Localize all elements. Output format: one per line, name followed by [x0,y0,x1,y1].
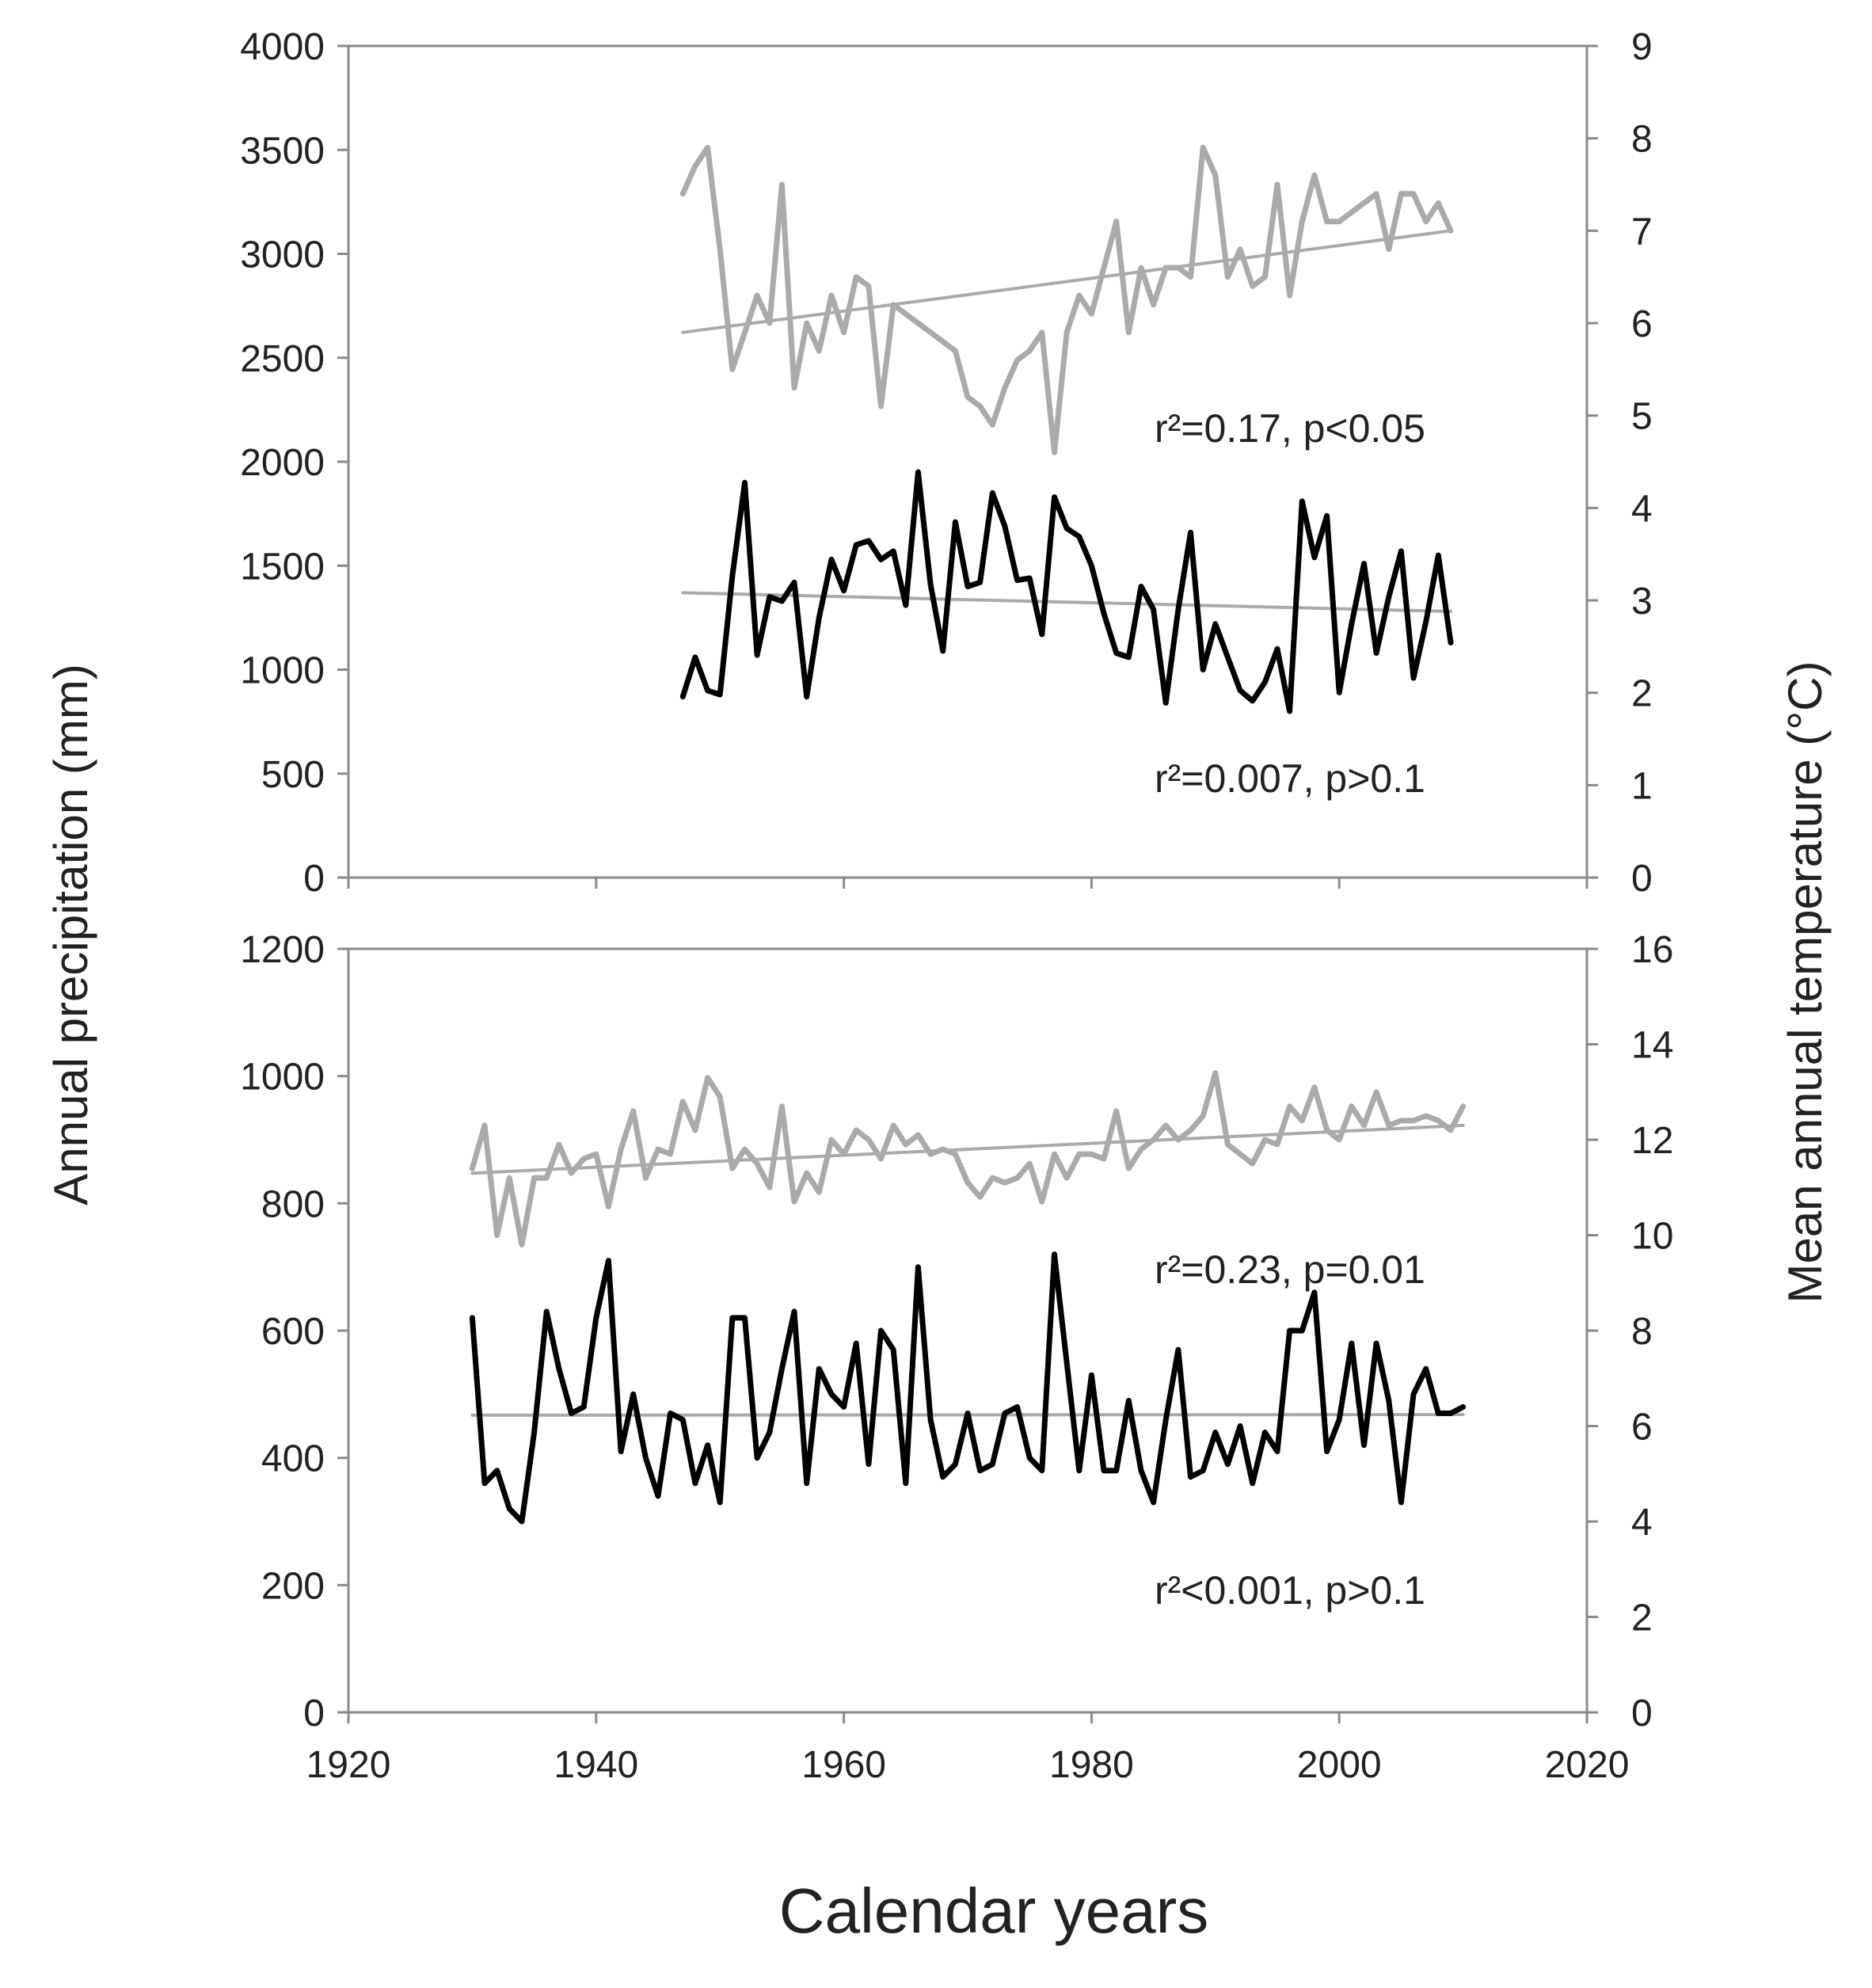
bottom-temperature-trend-line [470,1123,1465,1175]
top-right-tick-label: 8 [1631,119,1653,161]
top-right-tick-label: 4 [1631,488,1653,530]
x-tick-label: 1960 [801,1744,886,1786]
top-right-tick-label: 3 [1631,581,1653,623]
bottom-left-tick-label: 200 [261,1565,325,1607]
top-right-tick-label: 7 [1631,211,1653,253]
series-layer [469,144,1467,1525]
top-left-tick-label: 1500 [240,546,325,588]
bottom-right-tick-label: 10 [1631,1216,1673,1258]
bottom-right-tick-label: 8 [1631,1311,1653,1353]
top-right-tick-label: 0 [1631,858,1653,900]
x-tick-label: 1940 [554,1744,638,1786]
bottom-temperature-stats: r²=0.23, p=0.01 [1155,1247,1425,1292]
bottom-right-tick-label: 6 [1631,1407,1653,1449]
x-axis-title: Calendar years [779,1876,1209,1946]
x-tick-label: 1920 [306,1744,391,1786]
bottom-right-tick-label: 2 [1631,1598,1653,1640]
top-right-tick-label: 5 [1631,396,1653,438]
top-temperature-series-line [679,144,1454,455]
bottom-left-tick-label: 1000 [240,1057,325,1099]
top-left-tick-label: 4000 [240,26,325,68]
bottom-right-tick-label: 4 [1631,1502,1653,1544]
top-precipitation-series-line [679,469,1454,714]
top-right-tick-label: 9 [1631,26,1653,68]
bottom-precipitation-stats: r²<0.001, p>0.1 [1155,1568,1425,1613]
top-left-tick-label: 2000 [240,442,325,484]
top-left-tick-label: 1000 [240,650,325,692]
ticks-layer: 0500100015002000250030003500400001234567… [240,26,1673,1786]
bottom-precipitation-series-line [469,1251,1467,1525]
top-precipitation-stats: r²=0.007, p>0.1 [1155,756,1425,801]
bottom-left-tick-label: 600 [261,1311,325,1353]
bottom-right-tick-label: 16 [1631,929,1673,971]
top-right-tick-label: 1 [1631,765,1653,807]
top-right-tick-label: 2 [1631,673,1653,715]
top-right-tick-label: 6 [1631,303,1653,345]
bottom-right-tick-label: 12 [1631,1120,1673,1162]
top-panel-frame [347,44,1589,879]
bottom-left-tick-label: 0 [303,1693,325,1735]
top-left-tick-label: 3000 [240,234,325,276]
bottom-right-tick-label: 0 [1631,1693,1653,1735]
bottom-right-tick-label: 14 [1631,1025,1673,1067]
x-tick-label: 2000 [1297,1744,1382,1786]
top-temperature-stats: r²=0.17, p<0.05 [1155,406,1425,451]
bottom-left-tick-label: 400 [261,1438,325,1480]
bottom-temperature-series-line [469,1070,1467,1247]
x-tick-label: 1980 [1049,1744,1134,1786]
bottom-left-tick-label: 1200 [240,929,325,971]
top-temperature-trend-line [681,229,1452,334]
top-left-tick-label: 2500 [240,338,325,380]
y-left-axis-title: Annual precipitation (mm) [44,664,97,1205]
y-right-axis-title: Mean annual temperature (°C) [1779,661,1832,1303]
top-precipitation-trend-line [681,591,1452,613]
bottom-left-tick-label: 800 [261,1183,325,1225]
x-tick-label: 2020 [1545,1744,1630,1786]
top-left-tick-label: 500 [261,754,325,796]
top-left-tick-label: 0 [303,858,325,900]
top-left-tick-label: 3500 [240,130,325,172]
